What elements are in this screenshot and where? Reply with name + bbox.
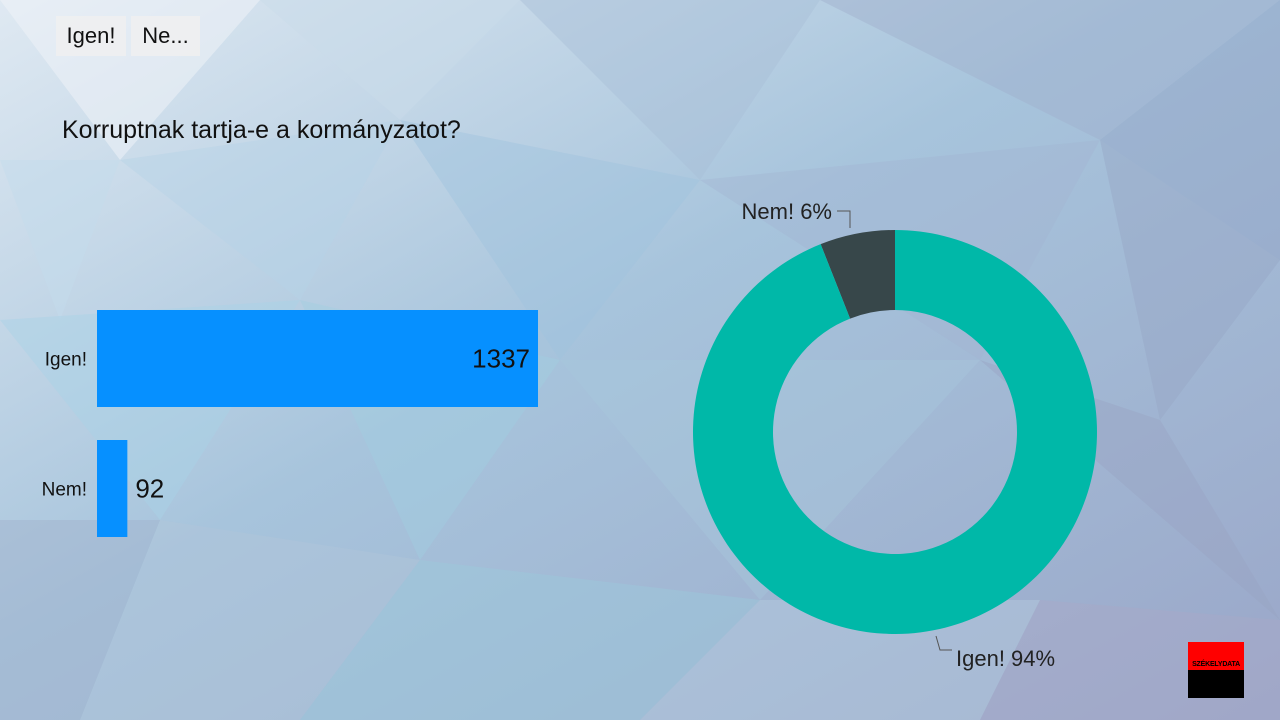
bar-0 [97, 310, 538, 407]
leader-line [935, 635, 952, 651]
donut-data-label: Igen! 94% [956, 646, 1055, 671]
bar-value-label: 1337 [472, 344, 530, 374]
brand-logo-text: SZÉKELYDATA [1192, 661, 1240, 668]
bar-value-label: 92 [135, 474, 164, 504]
bar-category-label: Nem! [42, 480, 87, 501]
brand-logo: SZÉKELYDATA [1188, 642, 1244, 698]
donut-data-label: Nem! 6% [742, 199, 832, 224]
leader-line [837, 210, 851, 228]
chart-title: Korruptnak tartja-e a kormányzatot? [62, 116, 461, 144]
donut-chart: Nem! 6% Igen! 94% [693, 199, 1097, 671]
tab-igen[interactable]: Igen! [56, 16, 126, 56]
donut-slice-1 [693, 230, 1097, 634]
donut-slice-0 [820, 230, 895, 319]
bar-category-label: Igen! [45, 350, 87, 371]
tab-nem[interactable]: Ne... [131, 16, 200, 56]
bar-chart: Igen! 1337 Nem! 92 [42, 310, 538, 537]
bar-1 [97, 440, 128, 537]
